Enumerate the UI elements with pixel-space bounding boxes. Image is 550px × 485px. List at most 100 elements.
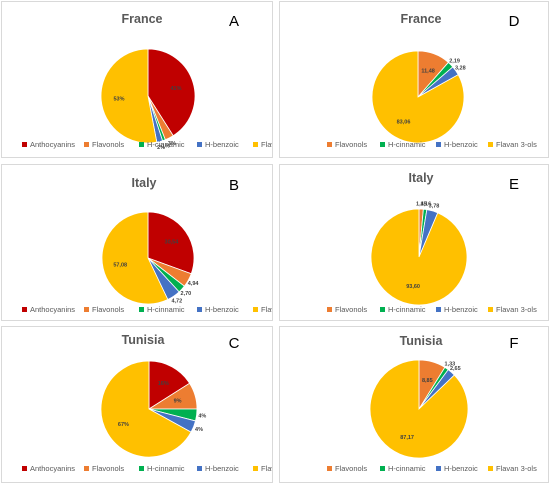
legend-label: Flavan 3-ols [261, 140, 272, 149]
legend-swatch [436, 142, 441, 147]
legend-label: H-benzoic [205, 140, 239, 149]
panel-france-no-anthocyanins: France D 11,48 2,19 3,28 83,06 Flavonols H-cinn… [279, 1, 549, 158]
panel-italy-no-anthocyanins: Italy E 1,45 1,16 3,78 93,60 Flavonols H-cinnam… [279, 164, 549, 321]
data-label: 9% [174, 399, 182, 405]
panel-letter: A [229, 13, 239, 30]
legend-swatch [380, 307, 385, 312]
pie-chart: Tunisia F 8,85 1,332,65 87,17 Flavonols H-cinn… [327, 334, 537, 473]
chart-title: Tunisia [400, 334, 444, 348]
data-label: 30,54 [165, 240, 180, 246]
legend-label: Anthocyanins [30, 140, 75, 149]
legend-item-h-benzoic: H-benzoic [197, 140, 239, 149]
chart-title: Italy [408, 171, 433, 185]
legend-item-flavan-3-ols: Flavan 3-ols [488, 464, 537, 473]
legend-label: Flavan 3-ols [496, 464, 537, 473]
data-label: 3,28 [455, 66, 466, 72]
legend-label: H-benzoic [444, 305, 478, 314]
legend-item-h-cinnamic: H-cinnamic [380, 305, 426, 314]
chart-title: France [401, 12, 442, 26]
legend-item-flavonols: Flavonols [84, 140, 124, 149]
legend-item-h-benzoic: H-benzoic [436, 305, 478, 314]
legend-item-flavan-3-ols: Flavan 3-ols [488, 305, 537, 314]
legend-swatch [488, 307, 493, 312]
legend-item-h-benzoic: H-benzoic [436, 464, 478, 473]
legend-item-h-cinnamic: H-cinnamic [139, 305, 185, 314]
data-label: 1,45 [416, 201, 427, 207]
chart-title: France [122, 12, 163, 26]
pie-slice-flavan-3-ols [370, 208, 468, 306]
legend-swatch [253, 307, 258, 312]
legend-item-h-cinnamic: H-cinnamic [380, 464, 426, 473]
panel-letter: D [509, 13, 520, 30]
data-label: 4,94 [188, 281, 200, 287]
legend-swatch [327, 466, 332, 471]
legend-label: Anthocyanins [30, 464, 75, 473]
legend-item-flavan-3-ols: Flavan 3-ols [253, 464, 272, 473]
legend-label: H-cinnamic [388, 464, 426, 473]
legend-item-flavonols: Flavonols [84, 305, 124, 314]
legend-item-anthocyanins: Anthocyanins [22, 140, 75, 149]
legend-item-flavonols: Flavonols [327, 305, 367, 314]
legend-item-flavan-3-ols: Flavan 3-ols [488, 140, 537, 149]
panel-letter: B [229, 177, 239, 194]
legend-label: H-cinnamic [147, 305, 185, 314]
legend-swatch [22, 142, 27, 147]
legend-label: Flavan 3-ols [261, 464, 272, 473]
data-label: 93,60 [406, 284, 420, 290]
legend-swatch [197, 142, 202, 147]
legend-swatch [327, 142, 332, 147]
pie-slice-flavan-3-ols [369, 359, 469, 459]
data-label: 83,06 [397, 120, 411, 126]
panel-tunisia-anthocyanins: Tunisia C 16% 9% 4% 4% 67% Anthocyanins Flavonol… [1, 326, 273, 483]
panel-letter: C [229, 335, 240, 352]
legend-swatch [436, 466, 441, 471]
chart-title: Italy [131, 176, 156, 190]
legend-swatch [380, 142, 385, 147]
data-label: 3% [168, 141, 176, 147]
legend-label: H-cinnamic [388, 140, 426, 149]
pie-chart: Italy E 1,451,163,78 93,60 Flavonols H-cinnam… [327, 171, 537, 314]
legend-item-flavonols: Flavonols [84, 464, 124, 473]
data-label: 67% [118, 422, 129, 428]
legend-label: Anthocyanins [30, 305, 75, 314]
data-label: 4% [195, 427, 203, 433]
legend-swatch [139, 466, 144, 471]
data-label: 3,78 [429, 203, 440, 209]
legend-swatch [139, 307, 144, 312]
pie-slice-anthocyanins [147, 211, 195, 275]
legend-label: H-benzoic [205, 464, 239, 473]
data-label: 1,33 [445, 362, 456, 368]
data-label: 57,08 [113, 262, 127, 268]
data-label: 4,72 [171, 299, 182, 305]
legend-swatch [22, 307, 27, 312]
data-label: 2,65 [450, 366, 461, 372]
legend-item-h-benzoic: H-benzoic [436, 140, 478, 149]
pie-slice-anthocyanins [148, 360, 191, 410]
data-label: 2,19 [449, 59, 460, 65]
data-label: 11,48 [421, 68, 434, 74]
panel-tunisia-no-anthocyanins: Tunisia F 8,85 1,33 2,65 87,17 Flavonols H-cinn… [279, 326, 549, 483]
data-label: 2% [157, 145, 165, 151]
legend-label: Flavonols [92, 305, 124, 314]
legend-swatch [197, 466, 202, 471]
legend-item-flavan-3-ols: Flavan 3-ols [253, 305, 272, 314]
legend-label: H-cinnamic [388, 305, 426, 314]
legend-item-flavonols: Flavonols [327, 140, 367, 149]
pie-chart: Italy B 30,54 4,94 2,70 4,72 57,08 Anthocyanins… [22, 176, 272, 314]
legend-swatch [84, 142, 89, 147]
legend-label: H-cinnamic [147, 464, 185, 473]
data-label: 41% [170, 86, 181, 92]
legend-label: Flavonols [335, 464, 367, 473]
legend-item-anthocyanins: Anthocyanins [22, 305, 75, 314]
legend-item-h-cinnamic: H-cinnamic [139, 464, 185, 473]
legend-label: H-benzoic [205, 305, 239, 314]
legend-swatch [488, 466, 493, 471]
data-label: 4% [198, 414, 206, 420]
pie-slice-flavan-3-ols [371, 50, 465, 144]
legend-swatch [84, 307, 89, 312]
legend-swatch [22, 466, 27, 471]
legend-swatch [436, 307, 441, 312]
legend-swatch [488, 142, 493, 147]
legend-label: H-benzoic [444, 464, 478, 473]
pie-slice-flavan-3-ols [101, 211, 169, 305]
